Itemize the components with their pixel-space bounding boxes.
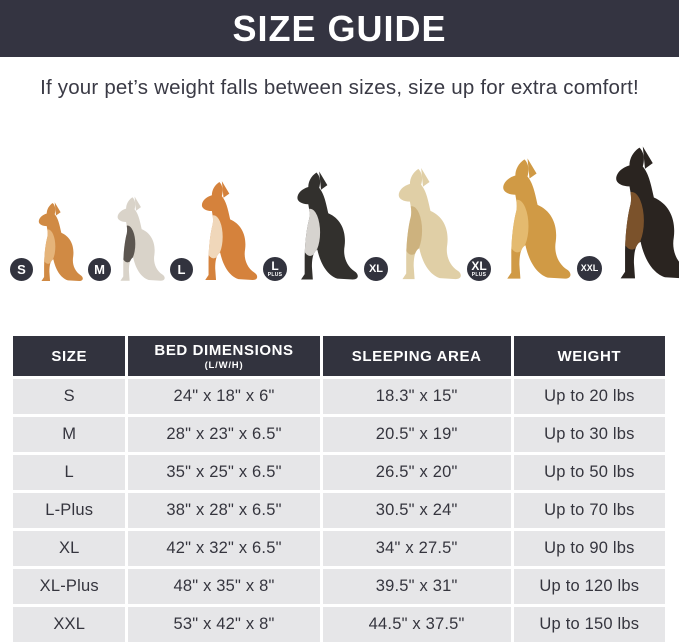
table-cell-r6-c4: Up to 120 lbs bbox=[513, 569, 665, 604]
table-cell-r2-c4: Up to 30 lbs bbox=[513, 417, 665, 452]
table-cell-r6-c2: 48" x 35" x 8" bbox=[128, 569, 320, 604]
table-cell-r7-c3: 44.5" x 37.5" bbox=[322, 607, 511, 642]
table-header-size: SIZE bbox=[13, 336, 126, 376]
dogs-row: S M L L PLUS XL XL PLUS XXL bbox=[0, 120, 679, 303]
table-cell-r5-c4: Up to 90 lbs bbox=[513, 531, 665, 566]
table-header-label: SIZE bbox=[51, 347, 88, 365]
labrador-image bbox=[398, 168, 461, 280]
table-cell-r7-c2: 53" x 42" x 8" bbox=[128, 607, 320, 642]
size-badge-sublabel: PLUS bbox=[471, 272, 487, 278]
size-badge-xl: XL bbox=[362, 255, 390, 283]
size-badge-label: S bbox=[17, 262, 26, 277]
table-cell-r2-c2: 28" x 23" x 6.5" bbox=[128, 417, 320, 452]
table-cell-r3-c2: 35" x 25" x 6.5" bbox=[128, 455, 320, 490]
table-header-sublabel: (L/W/H) bbox=[204, 359, 244, 371]
french-bulldog-image bbox=[117, 196, 165, 281]
table-cell-r7-c1: XXL bbox=[13, 607, 126, 642]
size-badge-label: L bbox=[177, 262, 186, 277]
dog-slot-shiba-inu: L bbox=[168, 177, 261, 285]
size-badge-m: M bbox=[86, 256, 113, 283]
size-badge-sublabel: PLUS bbox=[267, 272, 283, 278]
size-table: SIZE BED DIMENSIONS (L/W/H) SLEEPING AREA WE… bbox=[13, 336, 665, 642]
table-cell-r6-c3: 39.5" x 31" bbox=[322, 569, 511, 604]
size-badge-s: S bbox=[8, 256, 35, 283]
dog-slot-doberman: XXL bbox=[575, 141, 679, 285]
size-guide-banner: SIZE GUIDE bbox=[0, 0, 679, 57]
table-cell-r6-c1: XL-Plus bbox=[13, 569, 126, 604]
table-cell-r5-c1: XL bbox=[13, 531, 126, 566]
subtitle-wrap: If your pet’s weight falls between sizes… bbox=[0, 57, 679, 119]
table-cell-r4-c1: L-Plus bbox=[13, 493, 126, 528]
size-badge-label: XXL bbox=[580, 263, 599, 273]
pomeranian-image bbox=[38, 202, 83, 282]
dog-slot-french-bulldog: M bbox=[86, 193, 168, 285]
dog-slot-golden-retriever: XL PLUS bbox=[465, 153, 575, 285]
size-badge-l: L bbox=[168, 256, 195, 283]
page-title: SIZE GUIDE bbox=[232, 7, 447, 49]
size-badge-label: L bbox=[271, 259, 279, 273]
table-cell-r2-c1: M bbox=[13, 417, 126, 452]
table-cell-r5-c2: 42" x 32" x 6.5" bbox=[128, 531, 320, 566]
size-badge-l-plus: L PLUS bbox=[261, 255, 289, 283]
table-header-label: BED DIMENSIONS bbox=[154, 341, 294, 359]
table-cell-r4-c3: 30.5" x 24" bbox=[322, 493, 511, 528]
size-badge-label: XL bbox=[368, 262, 384, 275]
table-cell-r2-c3: 20.5" x 19" bbox=[322, 417, 511, 452]
size-badge-label: XL bbox=[471, 259, 487, 273]
golden-retriever-image bbox=[503, 158, 571, 279]
table-cell-r3-c3: 26.5" x 20" bbox=[322, 455, 511, 490]
table-cell-r3-c1: L bbox=[13, 455, 126, 490]
table-cell-r7-c4: Up to 150 lbs bbox=[513, 607, 665, 642]
size-badge-label: M bbox=[94, 262, 105, 277]
table-cell-r4-c2: 38" x 28" x 6.5" bbox=[128, 493, 320, 528]
dog-slot-border-collie: L PLUS bbox=[261, 167, 362, 285]
table-header-label: SLEEPING AREA bbox=[351, 347, 482, 365]
dog-slot-pomeranian: S bbox=[8, 199, 86, 285]
table-header-sleeping-area: SLEEPING AREA bbox=[322, 336, 511, 376]
doberman-image bbox=[616, 146, 679, 279]
table-cell-r1-c2: 24" x 18" x 6" bbox=[128, 379, 320, 414]
border-collie-image bbox=[297, 171, 358, 280]
table-cell-r3-c4: Up to 50 lbs bbox=[513, 455, 665, 490]
table-cell-r5-c3: 34" x 27.5" bbox=[322, 531, 511, 566]
table-header-bed-dimensions: BED DIMENSIONS (L/W/H) bbox=[128, 336, 320, 376]
subtitle-text: If your pet’s weight falls between sizes… bbox=[40, 76, 639, 99]
table-header-weight: WEIGHT bbox=[513, 336, 665, 376]
table-header-label: WEIGHT bbox=[557, 347, 622, 365]
table-cell-r1-c4: Up to 20 lbs bbox=[513, 379, 665, 414]
dog-slot-labrador: XL bbox=[362, 163, 465, 285]
table-cell-r4-c4: Up to 70 lbs bbox=[513, 493, 665, 528]
size-badge-xxl: XXL bbox=[575, 254, 604, 283]
shiba-inu-image bbox=[201, 181, 258, 281]
table-cell-r1-c3: 18.3" x 15" bbox=[322, 379, 511, 414]
size-badge-xl-plus: XL PLUS bbox=[465, 255, 493, 283]
table-cell-r1-c1: S bbox=[13, 379, 126, 414]
